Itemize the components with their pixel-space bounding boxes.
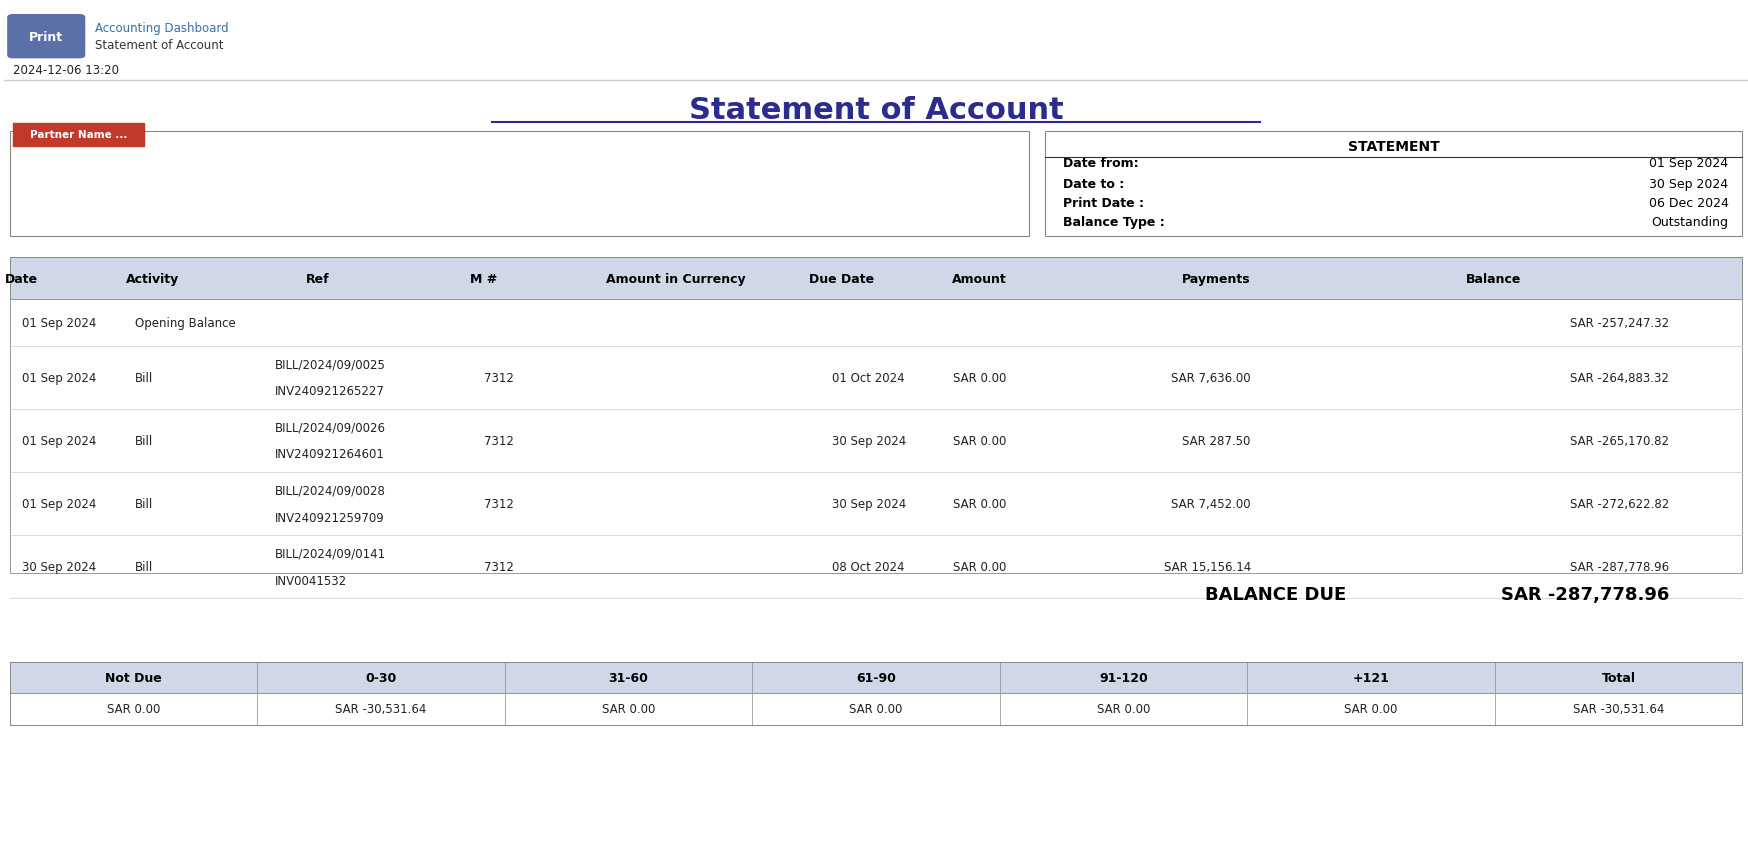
Text: Bill: Bill — [135, 497, 154, 511]
Text: +121: +121 — [1351, 671, 1388, 684]
Text: Activity: Activity — [126, 273, 178, 285]
Text: 7312: 7312 — [484, 435, 514, 447]
Text: BILL/2024/09/0141: BILL/2024/09/0141 — [274, 547, 386, 560]
Text: Bill: Bill — [135, 435, 154, 447]
Text: Print: Print — [30, 30, 63, 44]
Text: Due Date: Due Date — [808, 273, 874, 285]
Text: SAR 287.50: SAR 287.50 — [1182, 435, 1250, 447]
Text: INV240921265227: INV240921265227 — [274, 385, 385, 398]
Text: SAR -272,622.82: SAR -272,622.82 — [1570, 497, 1668, 511]
Text: SAR 0.00: SAR 0.00 — [1344, 702, 1397, 716]
Text: Ref: Ref — [306, 273, 330, 285]
Text: 61-90: 61-90 — [855, 671, 895, 684]
Text: BILL/2024/09/0025: BILL/2024/09/0025 — [274, 358, 385, 371]
Text: Payments: Payments — [1182, 273, 1250, 285]
Text: Statement of Account: Statement of Account — [689, 96, 1063, 125]
Text: Print Date :: Print Date : — [1063, 197, 1143, 210]
Text: 7312: 7312 — [484, 560, 514, 574]
Text: 06 Dec 2024: 06 Dec 2024 — [1648, 197, 1727, 210]
Text: 7312: 7312 — [484, 497, 514, 511]
Text: Amount in Currency: Amount in Currency — [605, 273, 745, 285]
Text: SAR -265,170.82: SAR -265,170.82 — [1570, 435, 1668, 447]
Text: 01 Sep 2024: 01 Sep 2024 — [21, 497, 96, 511]
FancyBboxPatch shape — [1045, 132, 1741, 237]
Text: 30 Sep 2024: 30 Sep 2024 — [21, 560, 96, 574]
Text: SAR -30,531.64: SAR -30,531.64 — [1571, 702, 1664, 716]
Text: INV0041532: INV0041532 — [274, 574, 346, 587]
Text: SAR 0.00: SAR 0.00 — [953, 497, 1007, 511]
Text: SAR -30,531.64: SAR -30,531.64 — [336, 702, 427, 716]
Text: 08 Oct 2024: 08 Oct 2024 — [832, 560, 904, 574]
Text: 01 Oct 2024: 01 Oct 2024 — [832, 371, 904, 384]
Text: Partner Name ...: Partner Name ... — [30, 130, 128, 140]
Text: Statement of Account: Statement of Account — [94, 39, 224, 51]
Text: Total: Total — [1601, 671, 1634, 684]
Text: Outstanding: Outstanding — [1650, 216, 1727, 229]
FancyBboxPatch shape — [10, 258, 1741, 300]
FancyBboxPatch shape — [9, 16, 84, 58]
Text: SAR 0.00: SAR 0.00 — [953, 371, 1007, 384]
FancyBboxPatch shape — [10, 132, 1030, 237]
Text: Date to :: Date to : — [1063, 177, 1124, 191]
Text: SAR -264,883.32: SAR -264,883.32 — [1570, 371, 1668, 384]
Text: SAR -287,778.96: SAR -287,778.96 — [1570, 560, 1668, 574]
Text: SAR 15,156.14: SAR 15,156.14 — [1162, 560, 1250, 574]
Text: 30 Sep 2024: 30 Sep 2024 — [832, 435, 905, 447]
Text: BILL/2024/09/0028: BILL/2024/09/0028 — [274, 484, 385, 497]
Text: Date: Date — [5, 273, 38, 285]
Text: 01 Sep 2024: 01 Sep 2024 — [21, 371, 96, 384]
Text: Date from:: Date from: — [1063, 157, 1138, 170]
Text: INV240921264601: INV240921264601 — [274, 448, 385, 461]
Text: SAR 0.00: SAR 0.00 — [953, 435, 1007, 447]
Text: Opening Balance: Opening Balance — [135, 316, 236, 330]
Text: Bill: Bill — [135, 560, 154, 574]
Text: SAR 7,452.00: SAR 7,452.00 — [1171, 497, 1250, 511]
Text: 31-60: 31-60 — [608, 671, 649, 684]
Text: SAR 0.00: SAR 0.00 — [601, 702, 656, 716]
FancyBboxPatch shape — [10, 693, 1741, 725]
Text: Balance: Balance — [1465, 273, 1521, 285]
Text: SAR 0.00: SAR 0.00 — [850, 702, 902, 716]
Text: SAR 0.00: SAR 0.00 — [1096, 702, 1150, 716]
Text: 2024-12-06 13:20: 2024-12-06 13:20 — [12, 64, 119, 77]
Text: 01 Sep 2024: 01 Sep 2024 — [21, 316, 96, 330]
Text: Not Due: Not Due — [105, 671, 161, 684]
Text: 0-30: 0-30 — [365, 671, 397, 684]
Text: BALANCE DUE: BALANCE DUE — [1204, 586, 1346, 603]
Text: SAR -287,778.96: SAR -287,778.96 — [1500, 586, 1668, 603]
Text: Amount: Amount — [951, 273, 1007, 285]
Text: STATEMENT: STATEMENT — [1348, 140, 1439, 154]
Text: Balance Type :: Balance Type : — [1063, 216, 1164, 229]
Text: 30 Sep 2024: 30 Sep 2024 — [832, 497, 905, 511]
FancyBboxPatch shape — [12, 123, 143, 147]
Text: INV240921259709: INV240921259709 — [274, 511, 385, 524]
Text: SAR -257,247.32: SAR -257,247.32 — [1570, 316, 1668, 330]
Text: 01 Sep 2024: 01 Sep 2024 — [1648, 157, 1727, 170]
Text: SAR 0.00: SAR 0.00 — [953, 560, 1007, 574]
Text: M #: M # — [470, 273, 496, 285]
FancyBboxPatch shape — [10, 662, 1741, 693]
Text: BILL/2024/09/0026: BILL/2024/09/0026 — [274, 421, 385, 434]
Text: 30 Sep 2024: 30 Sep 2024 — [1648, 177, 1727, 191]
Text: SAR 0.00: SAR 0.00 — [107, 702, 161, 716]
Text: SAR 7,636.00: SAR 7,636.00 — [1171, 371, 1250, 384]
Text: 7312: 7312 — [484, 371, 514, 384]
Text: Bill: Bill — [135, 371, 154, 384]
Text: 01 Sep 2024: 01 Sep 2024 — [21, 435, 96, 447]
Text: 91-120: 91-120 — [1098, 671, 1147, 684]
Text: Accounting Dashboard: Accounting Dashboard — [94, 22, 229, 35]
